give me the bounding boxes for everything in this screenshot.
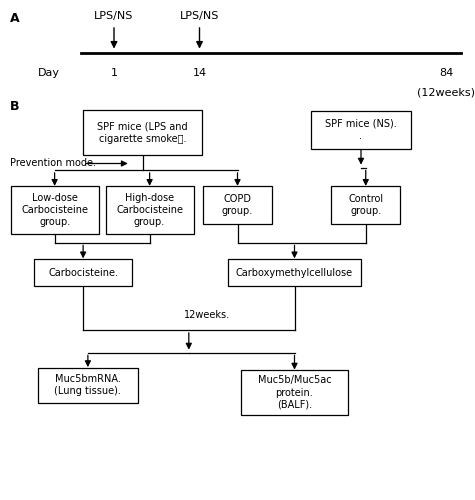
Text: COPD
group.: COPD group. — [222, 194, 253, 216]
Text: Carboxymethylcellulose: Carboxymethylcellulose — [236, 268, 353, 278]
FancyBboxPatch shape — [332, 186, 400, 224]
FancyBboxPatch shape — [38, 368, 138, 402]
FancyBboxPatch shape — [105, 186, 194, 234]
Text: Low-dose
Carbocisteine
group.: Low-dose Carbocisteine group. — [21, 192, 88, 228]
FancyBboxPatch shape — [83, 110, 202, 155]
Text: Prevention mode.: Prevention mode. — [10, 158, 95, 168]
Text: Control
group.: Control group. — [348, 194, 383, 216]
Text: SPF mice (LPS and
cigarette smoke）.: SPF mice (LPS and cigarette smoke）. — [97, 122, 188, 144]
Text: A: A — [10, 12, 19, 26]
FancyBboxPatch shape — [203, 186, 272, 224]
Text: Carbocisteine.: Carbocisteine. — [48, 268, 118, 278]
Text: Day: Day — [38, 68, 60, 78]
FancyBboxPatch shape — [34, 259, 132, 286]
Text: 84: 84 — [439, 68, 454, 78]
FancyBboxPatch shape — [228, 259, 361, 286]
Text: 14: 14 — [192, 68, 207, 78]
Text: High-dose
Carbocisteine
group.: High-dose Carbocisteine group. — [116, 192, 183, 228]
Text: B: B — [10, 100, 19, 113]
Text: (12weeks): (12weeks) — [418, 88, 475, 98]
Text: Muc5bmRNA.
(Lung tissue).: Muc5bmRNA. (Lung tissue). — [55, 374, 121, 396]
Text: 1: 1 — [111, 68, 117, 78]
FancyBboxPatch shape — [11, 186, 99, 234]
Text: SPF mice (NS).
.: SPF mice (NS). . — [325, 119, 397, 141]
FancyBboxPatch shape — [241, 370, 348, 415]
FancyBboxPatch shape — [311, 112, 411, 149]
Text: 12weeks.: 12weeks. — [183, 310, 230, 320]
Text: LPS/NS: LPS/NS — [180, 11, 219, 21]
Text: Muc5b/Muc5ac
protein.
(BALF).: Muc5b/Muc5ac protein. (BALF). — [257, 375, 332, 410]
Text: LPS/NS: LPS/NS — [95, 11, 133, 21]
